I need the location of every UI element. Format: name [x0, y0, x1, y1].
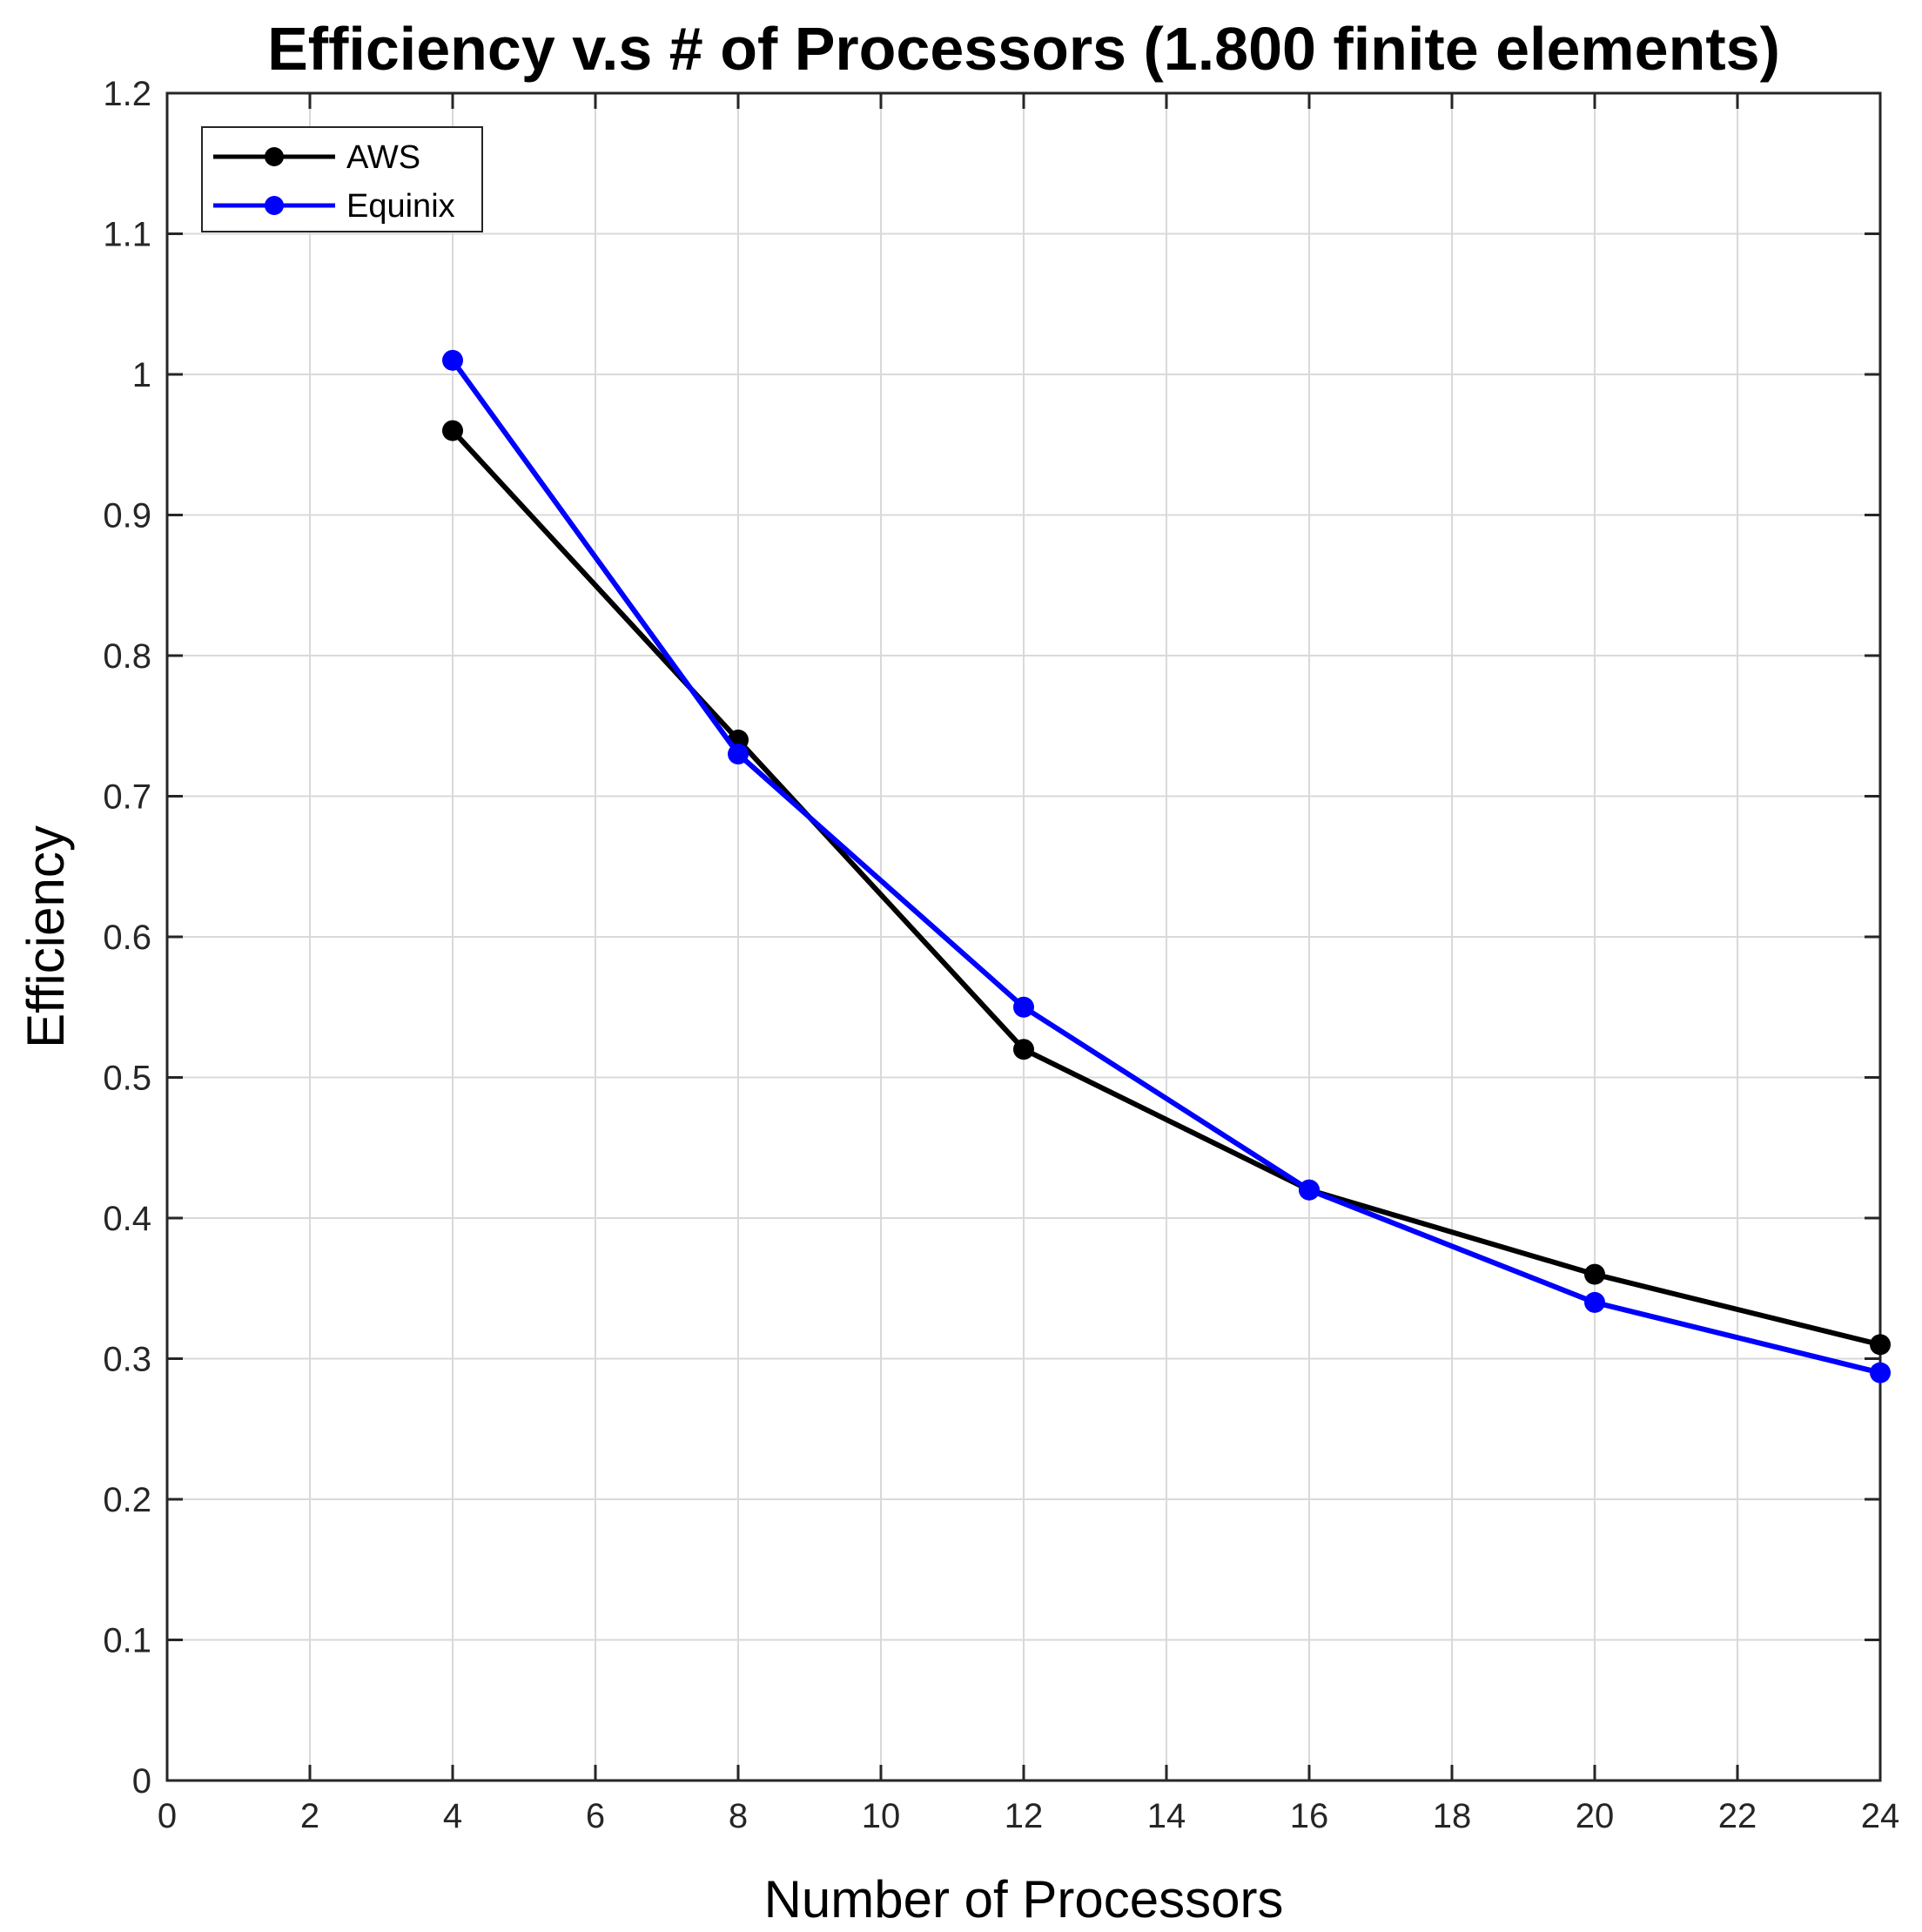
x-tick-label: 6: [586, 1797, 605, 1835]
x-tick-label: 12: [1005, 1797, 1044, 1835]
grid: [166, 92, 1881, 1781]
x-tick-label: 10: [862, 1797, 901, 1835]
x-tick-label: 18: [1433, 1797, 1472, 1835]
y-tick-label: 0: [132, 1762, 151, 1801]
y-tick-label: 1.1: [103, 216, 151, 254]
legend-label-equinix: Equinix: [346, 188, 455, 225]
y-tick-label: 1: [132, 356, 151, 394]
data-point-aws: [1584, 1263, 1605, 1285]
data-point-equinix: [442, 349, 463, 371]
x-tick-label: 8: [729, 1797, 748, 1835]
data-point-equinix: [1584, 1291, 1605, 1313]
x-tick-label: 2: [300, 1797, 319, 1835]
chart-title: Efficiency v.s # of Processors (1.800 fi…: [267, 15, 1780, 83]
legend-marker-equinix: [265, 196, 284, 215]
legend: AWS Equinix: [201, 126, 483, 232]
y-axis-title: Efficiency: [17, 825, 75, 1048]
y-tick-label: 0.9: [103, 497, 151, 535]
legend-box: [201, 126, 483, 232]
y-tick-label: 0.4: [103, 1200, 151, 1238]
axis-ticks: 0 2 4 6 8 10 12 14 16 18 20 22 2400.10.20.30.40.50.6…: [103, 75, 1899, 1835]
x-tick-label: 16: [1290, 1797, 1329, 1835]
x-axis-title: Number of Processors: [764, 1870, 1284, 1929]
y-tick-label: 0.6: [103, 919, 151, 957]
y-tick-label: 0.7: [103, 778, 151, 817]
x-tick-label: 14: [1147, 1797, 1186, 1835]
y-tick-label: 0.2: [103, 1481, 151, 1519]
data-point-equinix: [1013, 996, 1034, 1018]
data-point-equinix: [728, 744, 749, 765]
legend-label-aws: AWS: [346, 139, 420, 176]
y-tick-label: 0.3: [103, 1341, 151, 1379]
x-tick-label: 20: [1576, 1797, 1615, 1835]
data-point-aws: [442, 420, 463, 441]
y-tick-label: 0.1: [103, 1622, 151, 1660]
x-tick-label: 24: [1861, 1797, 1900, 1835]
y-tick-label: 1.2: [103, 75, 151, 113]
data-point-equinix: [1870, 1362, 1891, 1383]
data-point-aws: [1013, 1039, 1034, 1060]
legend-marker-aws: [265, 147, 284, 166]
x-tick-label: 4: [443, 1797, 462, 1835]
series-line-equinix: [450, 357, 1883, 1376]
y-tick-label: 0.8: [103, 637, 151, 676]
data-point-equinix: [1299, 1179, 1320, 1201]
x-tick-label: 22: [1718, 1797, 1757, 1835]
data-point-aws: [1870, 1334, 1891, 1356]
y-tick-label: 0.5: [103, 1060, 151, 1098]
series: [442, 349, 1891, 1383]
x-tick-label: 0: [158, 1797, 177, 1835]
